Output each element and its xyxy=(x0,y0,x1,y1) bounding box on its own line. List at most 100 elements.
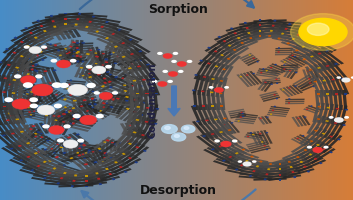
Polygon shape xyxy=(1,104,13,124)
Polygon shape xyxy=(47,87,51,89)
Polygon shape xyxy=(222,159,226,162)
Polygon shape xyxy=(286,69,294,78)
Polygon shape xyxy=(231,29,263,39)
Polygon shape xyxy=(70,21,105,26)
Polygon shape xyxy=(259,24,261,26)
Polygon shape xyxy=(339,105,347,126)
Polygon shape xyxy=(229,111,245,115)
Polygon shape xyxy=(55,156,59,158)
Polygon shape xyxy=(267,23,301,27)
Polygon shape xyxy=(21,91,43,102)
Polygon shape xyxy=(91,84,115,96)
Polygon shape xyxy=(30,134,53,147)
Polygon shape xyxy=(76,117,80,120)
Polygon shape xyxy=(291,138,306,147)
Polygon shape xyxy=(81,72,99,86)
Polygon shape xyxy=(305,66,323,85)
Polygon shape xyxy=(15,115,32,135)
Polygon shape xyxy=(84,71,102,85)
Polygon shape xyxy=(144,119,158,140)
Polygon shape xyxy=(211,78,215,80)
Polygon shape xyxy=(98,62,108,77)
Polygon shape xyxy=(224,47,249,63)
Polygon shape xyxy=(269,65,286,72)
Polygon shape xyxy=(313,64,331,83)
Polygon shape xyxy=(40,25,43,27)
Polygon shape xyxy=(80,166,114,175)
Polygon shape xyxy=(22,151,53,164)
Polygon shape xyxy=(136,54,140,56)
Polygon shape xyxy=(11,48,37,60)
Polygon shape xyxy=(83,99,86,101)
Polygon shape xyxy=(65,113,82,126)
Polygon shape xyxy=(26,162,60,173)
Polygon shape xyxy=(72,152,98,156)
Polygon shape xyxy=(285,99,305,100)
Polygon shape xyxy=(315,90,320,110)
Polygon shape xyxy=(36,165,41,167)
Polygon shape xyxy=(126,108,130,110)
Polygon shape xyxy=(63,172,67,174)
Polygon shape xyxy=(277,30,310,38)
Circle shape xyxy=(41,45,47,49)
Polygon shape xyxy=(10,26,39,42)
Polygon shape xyxy=(13,37,18,39)
Polygon shape xyxy=(5,50,25,70)
Polygon shape xyxy=(84,88,88,90)
Polygon shape xyxy=(30,114,32,116)
Polygon shape xyxy=(71,16,107,20)
Polygon shape xyxy=(54,167,82,177)
Polygon shape xyxy=(124,64,142,84)
Polygon shape xyxy=(23,22,54,34)
Polygon shape xyxy=(20,131,24,133)
Polygon shape xyxy=(198,61,213,80)
Polygon shape xyxy=(70,123,73,125)
Polygon shape xyxy=(28,111,31,113)
Polygon shape xyxy=(79,40,83,53)
Polygon shape xyxy=(72,13,108,18)
Polygon shape xyxy=(279,179,281,181)
Polygon shape xyxy=(308,42,312,44)
Polygon shape xyxy=(102,75,120,83)
Polygon shape xyxy=(125,73,128,75)
Polygon shape xyxy=(227,167,260,175)
Polygon shape xyxy=(134,83,137,96)
Polygon shape xyxy=(28,92,36,106)
Circle shape xyxy=(54,104,62,108)
Polygon shape xyxy=(38,48,60,57)
Polygon shape xyxy=(77,154,82,157)
Polygon shape xyxy=(93,150,108,159)
Polygon shape xyxy=(329,151,333,153)
Polygon shape xyxy=(19,138,47,155)
Polygon shape xyxy=(30,29,61,41)
Polygon shape xyxy=(12,157,43,171)
Polygon shape xyxy=(4,131,26,149)
Polygon shape xyxy=(258,68,280,72)
Polygon shape xyxy=(52,20,55,22)
Polygon shape xyxy=(34,152,38,155)
FancyArrowPatch shape xyxy=(82,189,256,200)
Polygon shape xyxy=(55,109,71,122)
Polygon shape xyxy=(117,77,140,85)
Polygon shape xyxy=(37,167,73,174)
Polygon shape xyxy=(216,141,244,156)
Polygon shape xyxy=(13,67,17,82)
Polygon shape xyxy=(65,125,89,132)
Polygon shape xyxy=(224,36,253,49)
Polygon shape xyxy=(307,129,327,147)
Polygon shape xyxy=(220,54,224,56)
Polygon shape xyxy=(202,90,207,110)
Polygon shape xyxy=(71,185,74,187)
Polygon shape xyxy=(78,73,96,87)
Polygon shape xyxy=(240,22,273,28)
Polygon shape xyxy=(127,133,130,135)
Polygon shape xyxy=(25,92,30,94)
Polygon shape xyxy=(302,58,306,61)
Polygon shape xyxy=(143,150,147,152)
Polygon shape xyxy=(41,59,45,61)
Polygon shape xyxy=(27,99,31,100)
Polygon shape xyxy=(119,75,142,83)
Polygon shape xyxy=(82,21,118,28)
Polygon shape xyxy=(52,110,60,125)
Polygon shape xyxy=(307,105,322,111)
